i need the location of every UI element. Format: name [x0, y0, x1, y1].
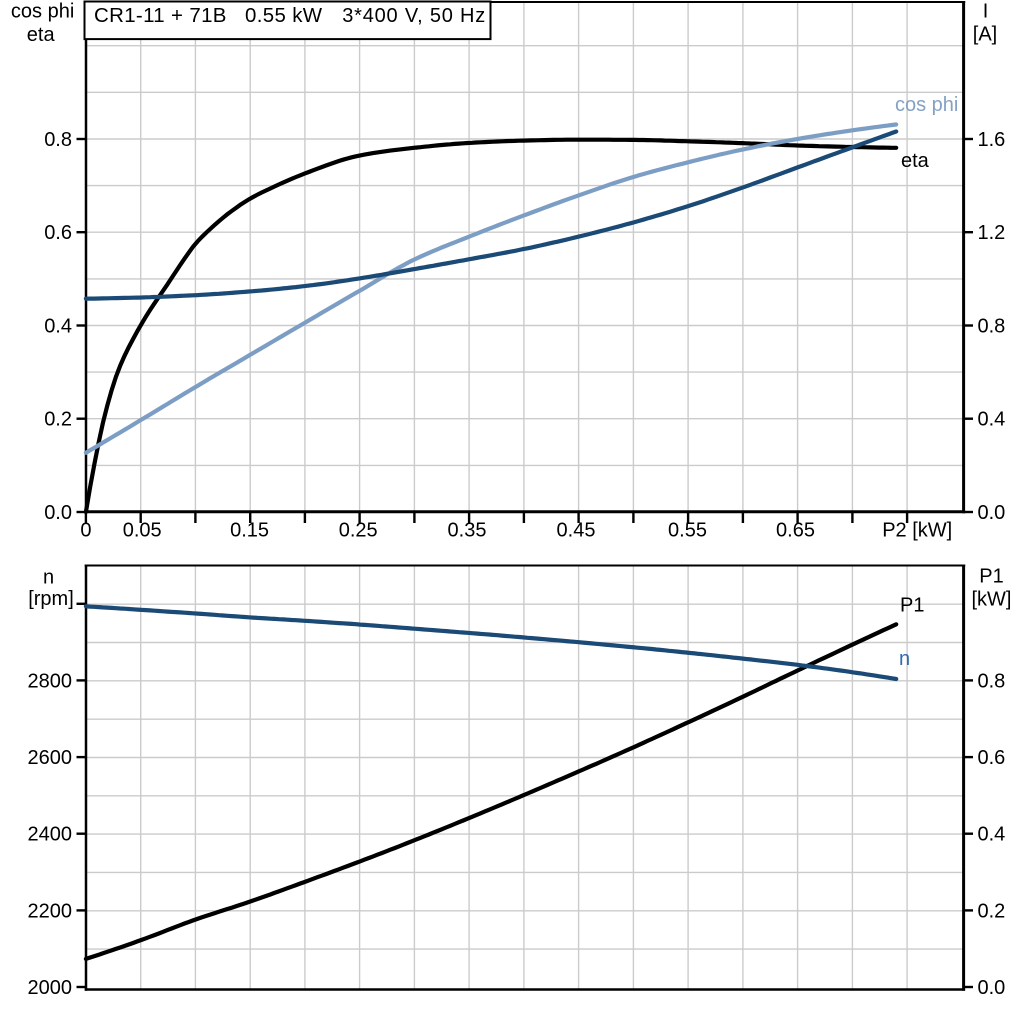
- svg-text:cos phi: cos phi: [11, 1, 74, 23]
- svg-text:0.4: 0.4: [44, 315, 72, 337]
- svg-text:P2 [kW]: P2 [kW]: [882, 519, 952, 541]
- svg-text:cos phi: cos phi: [895, 94, 958, 116]
- svg-text:3*400 V, 50 Hz: 3*400 V, 50 Hz: [342, 5, 486, 27]
- svg-text:1.6: 1.6: [978, 129, 1006, 151]
- svg-text:0.55: 0.55: [668, 519, 707, 541]
- svg-text:P1: P1: [900, 595, 924, 617]
- svg-text:0.0: 0.0: [978, 502, 1006, 524]
- svg-text:0.0: 0.0: [978, 977, 1006, 999]
- svg-text:[rpm]: [rpm]: [28, 588, 74, 610]
- svg-text:2400: 2400: [28, 824, 73, 846]
- svg-text:0.8: 0.8: [44, 129, 72, 151]
- svg-text:0.25: 0.25: [339, 519, 378, 541]
- svg-text:n: n: [43, 567, 54, 589]
- svg-text:P1: P1: [979, 566, 1003, 588]
- svg-text:2600: 2600: [28, 747, 73, 769]
- svg-text:0.35: 0.35: [448, 519, 487, 541]
- svg-text:0.8: 0.8: [978, 670, 1006, 692]
- svg-text:2200: 2200: [28, 900, 73, 922]
- svg-text:CR1-11 + 71B: CR1-11 + 71B: [94, 4, 227, 27]
- svg-text:0: 0: [80, 519, 91, 541]
- svg-text:0.15: 0.15: [230, 519, 269, 541]
- svg-text:0.6: 0.6: [978, 747, 1006, 769]
- svg-text:0.05: 0.05: [123, 519, 162, 541]
- svg-text:[A]: [A]: [973, 24, 997, 46]
- svg-text:0.4: 0.4: [978, 409, 1006, 431]
- svg-text:0.8: 0.8: [978, 315, 1006, 337]
- svg-text:0.45: 0.45: [557, 519, 596, 541]
- svg-text:[kW]: [kW]: [972, 589, 1012, 611]
- svg-text:0.4: 0.4: [978, 824, 1006, 846]
- svg-text:2800: 2800: [28, 670, 73, 692]
- svg-text:0.55 kW: 0.55 kW: [245, 4, 323, 27]
- svg-text:0.65: 0.65: [776, 519, 815, 541]
- svg-text:eta: eta: [27, 24, 56, 46]
- svg-text:0.6: 0.6: [44, 222, 72, 244]
- svg-text:2000: 2000: [28, 977, 73, 999]
- svg-text:I: I: [983, 1, 989, 23]
- svg-text:1.2: 1.2: [978, 222, 1006, 244]
- svg-text:0.2: 0.2: [978, 900, 1006, 922]
- svg-text:n: n: [899, 648, 910, 670]
- svg-text:eta: eta: [901, 150, 930, 172]
- svg-text:0.0: 0.0: [44, 502, 72, 524]
- svg-text:0.2: 0.2: [44, 409, 72, 431]
